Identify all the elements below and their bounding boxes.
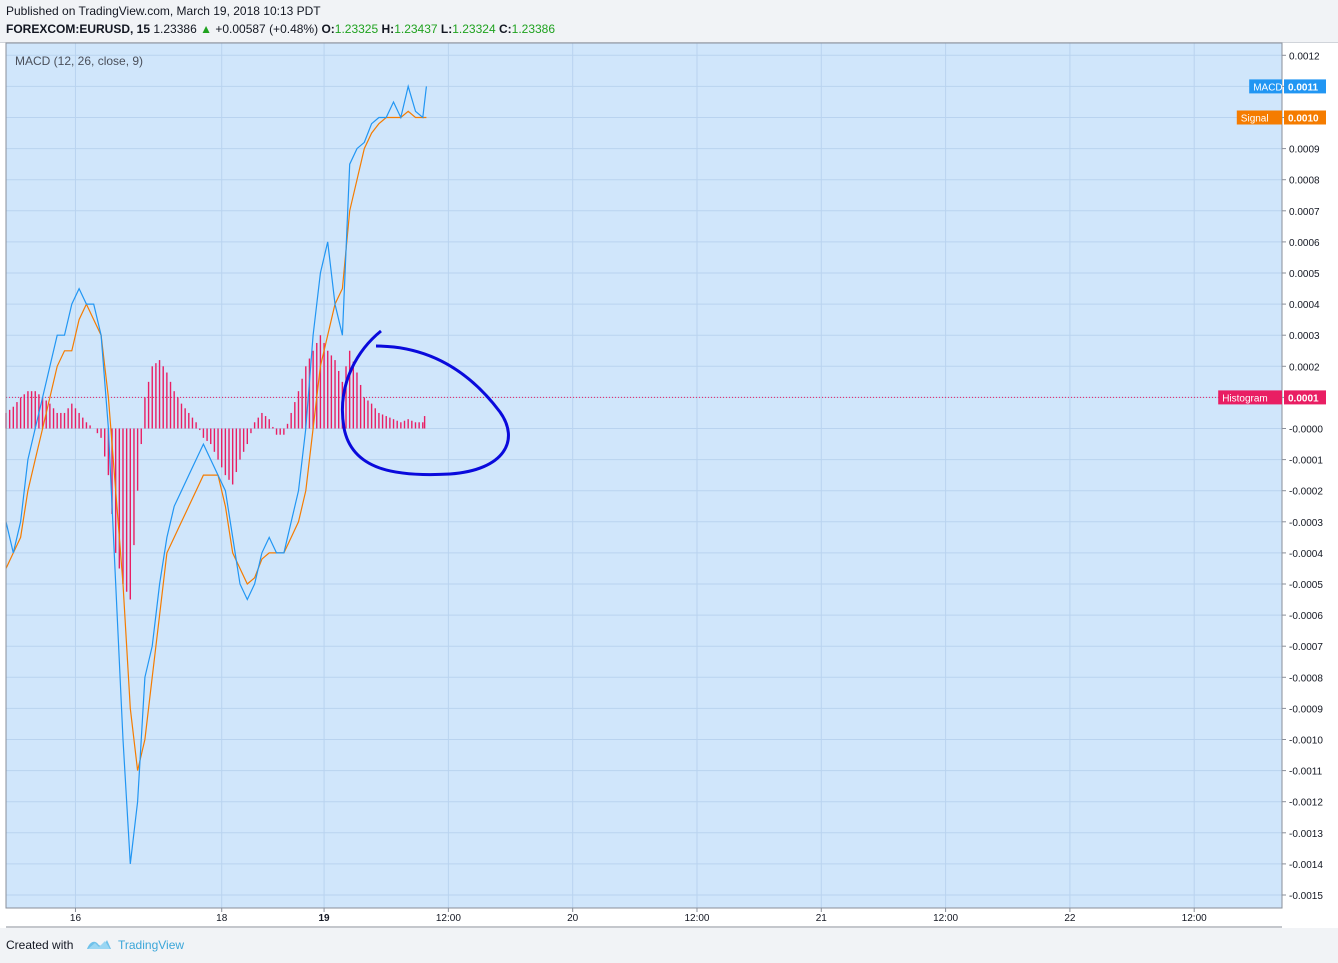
price-tick-label: 0.0003 xyxy=(1289,331,1320,342)
price-tick-label: -0.0004 xyxy=(1289,549,1323,560)
last-value-label: 0.0011 xyxy=(1288,82,1318,93)
tradingview-link[interactable]: TradingView xyxy=(118,938,185,952)
last-value-label: 0.0001 xyxy=(1288,393,1319,404)
macd-chart[interactable]: 0.0012 0.0011 0.0010 0.0009 0.0008 0.0007 0.00… xyxy=(0,0,1338,928)
open-label: O: xyxy=(321,22,335,36)
price-tick-label: 0.0012 xyxy=(1289,51,1320,62)
price-tick-label: -0.0012 xyxy=(1289,798,1323,809)
last-value-badge xyxy=(1284,79,1326,94)
price-tick-label: 0.0005 xyxy=(1289,269,1320,280)
up-triangle-icon: ▲ xyxy=(200,22,212,36)
high-value: 1.23437 xyxy=(394,22,438,36)
price-tick-label: -0.0010 xyxy=(1289,736,1323,747)
last-value-badge xyxy=(1284,110,1326,125)
price-tick-label: -0.0008 xyxy=(1289,673,1323,684)
low-value: 1.23324 xyxy=(452,22,496,36)
price-tick-label: -0.0001 xyxy=(1289,456,1323,467)
published-line: Published on TradingView.com, March 19, … xyxy=(6,4,321,18)
grid-lines xyxy=(6,43,1282,908)
price-tick-label: 0.0002 xyxy=(1289,362,1320,373)
time-tick-label: 16 xyxy=(70,913,82,924)
price-tick-label: -0.0007 xyxy=(1289,642,1323,653)
price-tick-label: -0.0006 xyxy=(1289,611,1323,622)
open-value: 1.23325 xyxy=(334,22,379,36)
close-label: C: xyxy=(498,22,512,36)
price-tick-label: 0.0008 xyxy=(1289,176,1320,187)
series-label-badge xyxy=(1218,390,1282,405)
time-axis-ticks: 16 18 19 12:00 20 12:00 21 12:00 22 12:00 xyxy=(70,908,1207,924)
time-tick-label: 12:00 xyxy=(436,913,461,924)
last-value-label: 0.0010 xyxy=(1288,114,1319,125)
chart-footer: Created with TradingView xyxy=(0,928,1338,963)
price-tick-label: 0.0006 xyxy=(1289,238,1320,249)
price-tick-label: -0.0013 xyxy=(1289,829,1323,840)
annotation-circle xyxy=(341,329,510,477)
close-value: 1.23386 xyxy=(511,22,556,36)
price-tick-label: -0.0003 xyxy=(1289,518,1323,529)
last-value-badge xyxy=(1284,390,1326,405)
price-tick-label: -0.0009 xyxy=(1289,704,1323,715)
indicator-title[interactable]: MACD (12, 26, close, 9) xyxy=(15,54,143,68)
time-tick-label: 22 xyxy=(1064,913,1076,924)
series-label: MACD xyxy=(1253,82,1282,93)
time-tick-label: 12:00 xyxy=(933,913,958,924)
series-label-badge xyxy=(1249,79,1282,94)
tradingview-logo-icon xyxy=(87,940,111,949)
chart-header: Published on TradingView.com, March 19, … xyxy=(0,0,1338,43)
macd-line xyxy=(5,84,427,864)
symbol-line: FOREXCOM:EURUSD, 15 1.23386 ▲ +0.00587 (… xyxy=(6,22,555,36)
price-tick-label: 0.0007 xyxy=(1289,207,1320,218)
histogram-series xyxy=(5,335,426,600)
price-tick-label: 0.0009 xyxy=(1289,145,1320,156)
chart-pane-background xyxy=(6,43,1282,908)
price-tick-label: 0.0004 xyxy=(1289,300,1320,311)
price-axis[interactable] xyxy=(1282,43,1338,908)
time-axis[interactable] xyxy=(6,908,1282,927)
last-price: 1.23386 xyxy=(153,22,197,36)
time-tick-label: 21 xyxy=(816,913,828,924)
symbol-name: FOREXCOM:EURUSD, 15 xyxy=(6,22,151,36)
price-tick-label: -0.0014 xyxy=(1289,860,1323,871)
time-tick-label: 12:00 xyxy=(684,913,709,924)
series-label: Histogram xyxy=(1222,393,1268,404)
price-tick-label: -0.0011 xyxy=(1289,767,1323,778)
series-label: Signal xyxy=(1241,114,1269,125)
price-tick-label: -0.0000 xyxy=(1289,425,1323,436)
created-with-label: Created with xyxy=(6,938,74,952)
high-label: H: xyxy=(381,22,395,36)
series-label-badge xyxy=(1236,110,1282,125)
price-change: +0.00587 (+0.48%) xyxy=(215,22,319,36)
time-tick-label: 20 xyxy=(567,913,579,924)
low-label: L: xyxy=(440,22,453,36)
price-tick-label: -0.0005 xyxy=(1289,580,1323,591)
last-value-labels: MACD 0.0011 Signal 0.0010 Histogram 0.0001 xyxy=(1218,79,1326,405)
time-tick-label: 19 xyxy=(319,913,331,924)
time-tick-label: 18 xyxy=(216,913,228,924)
price-tick-label: -0.0002 xyxy=(1289,487,1323,498)
price-tick-label: -0.0015 xyxy=(1289,891,1323,902)
time-tick-label: 12:00 xyxy=(1182,913,1207,924)
